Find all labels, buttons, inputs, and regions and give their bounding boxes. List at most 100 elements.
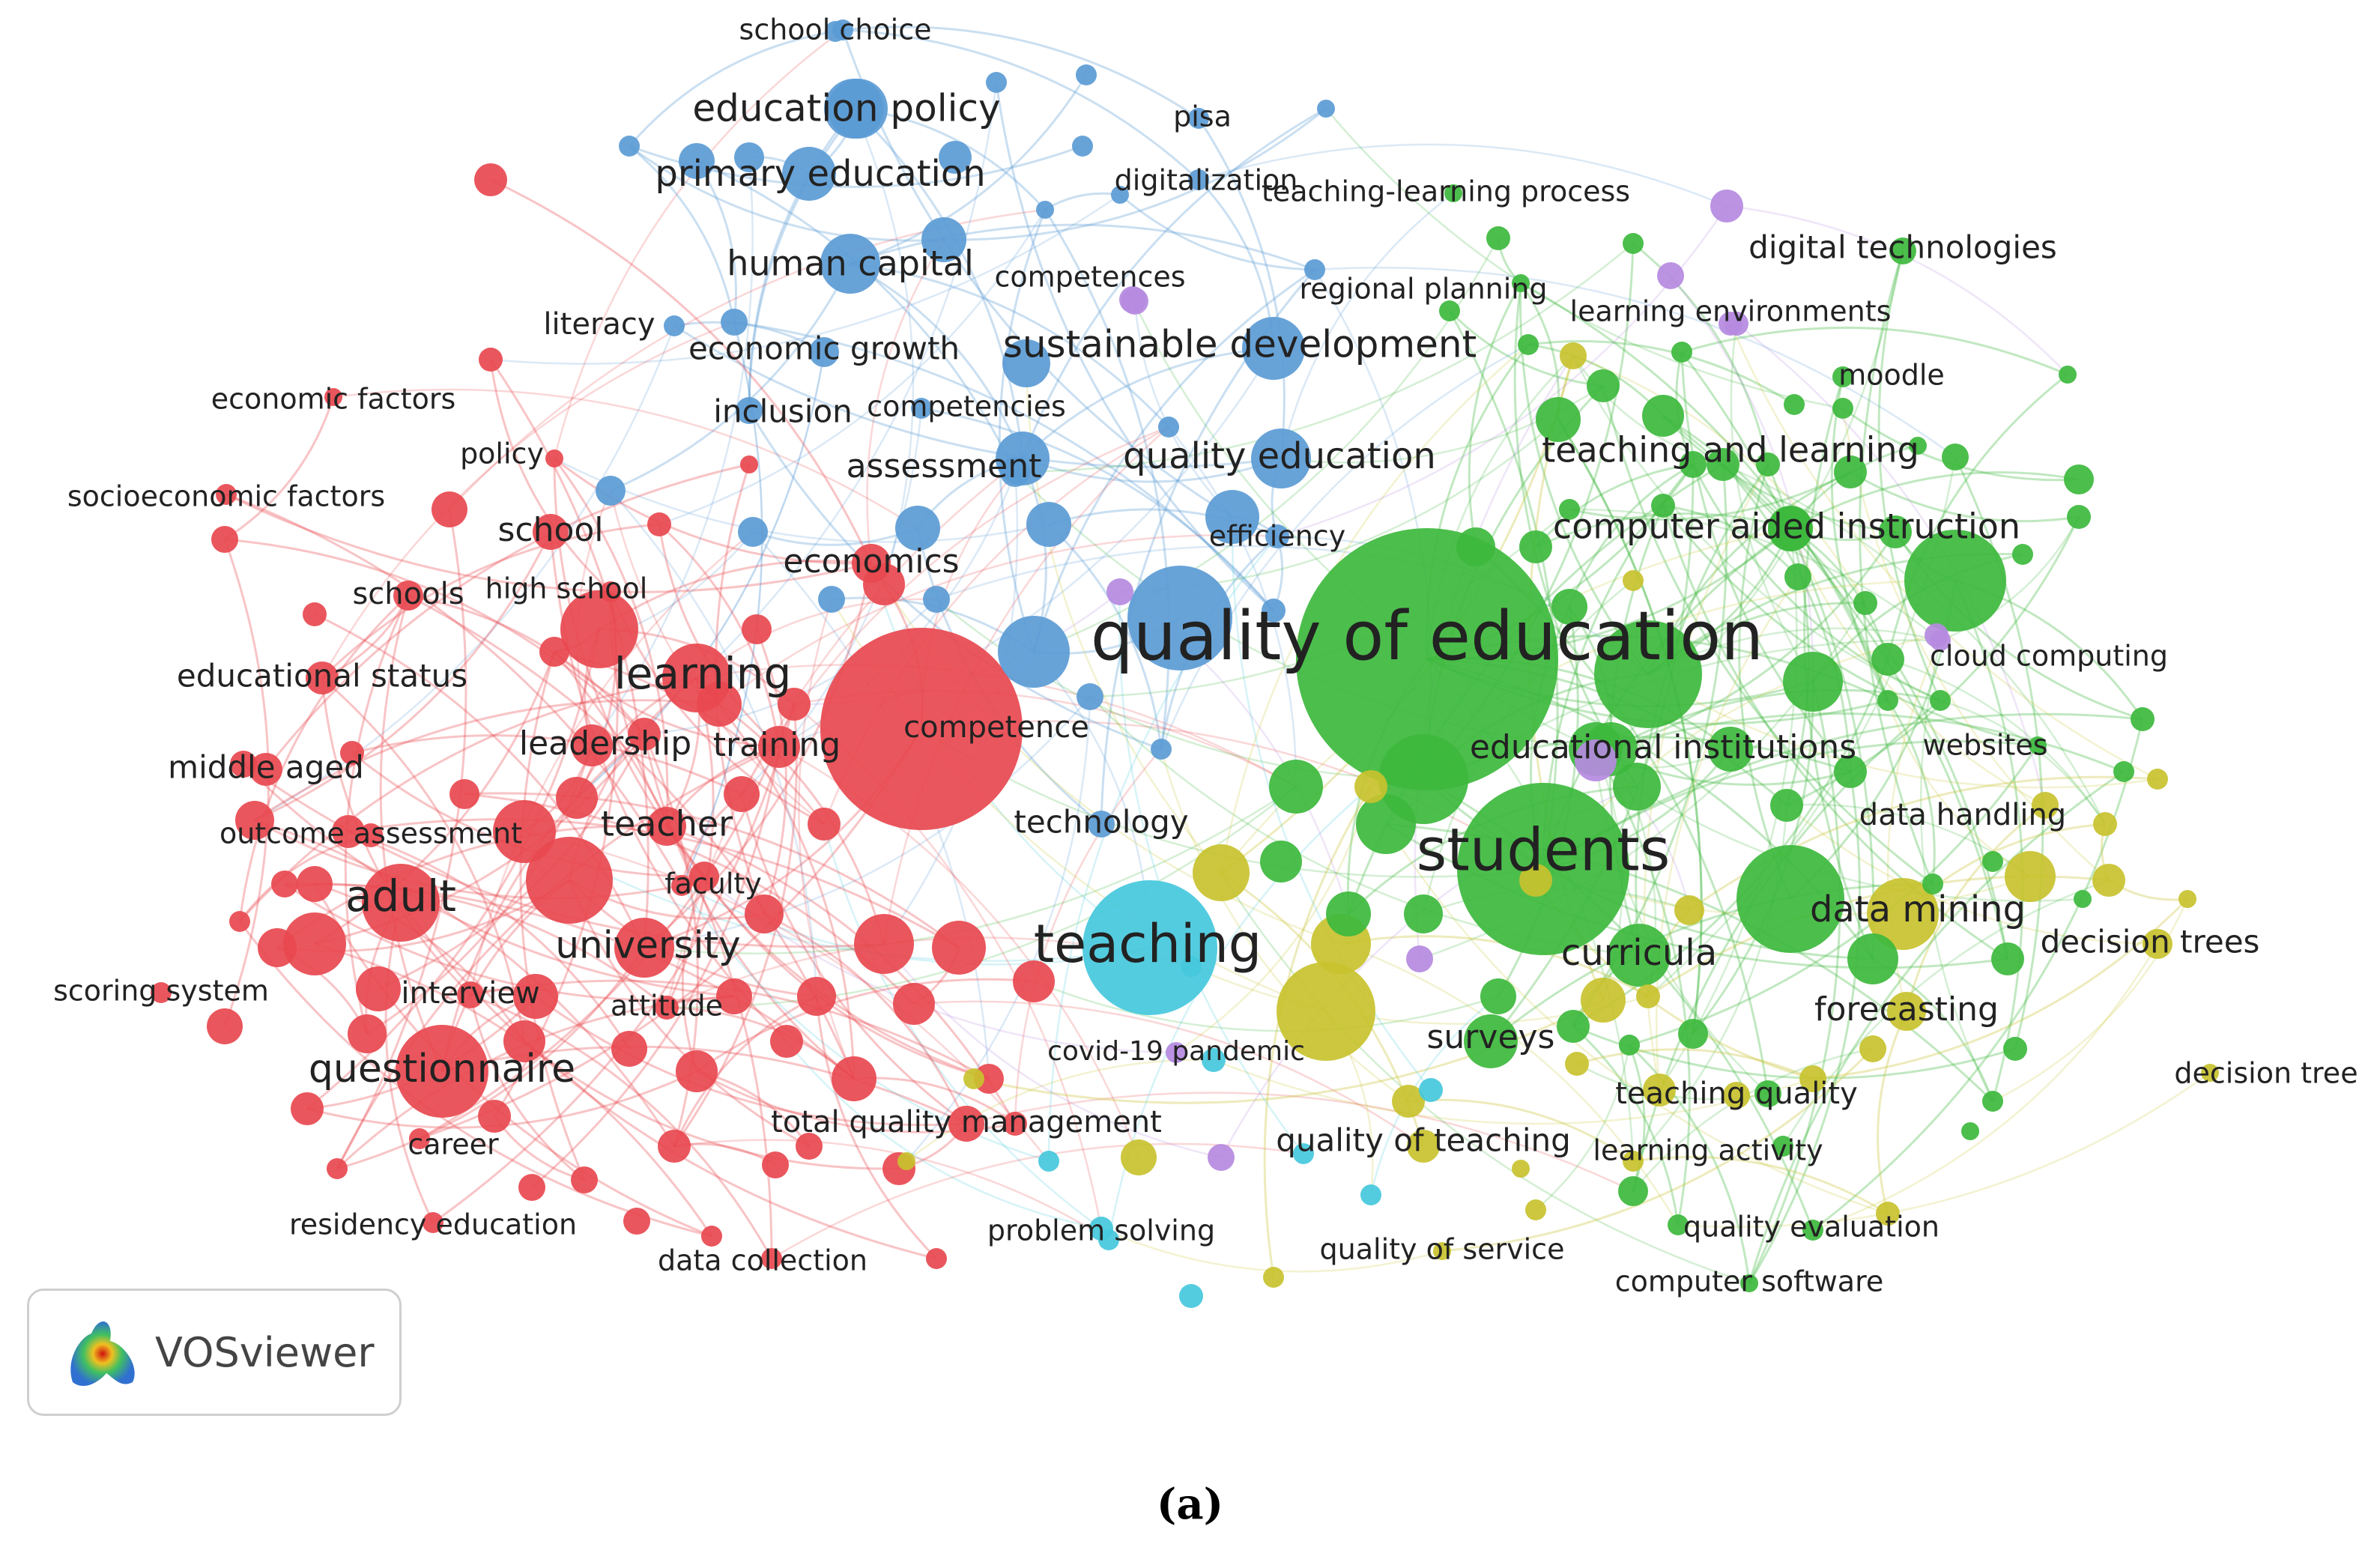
network-node[interactable] [1317, 100, 1335, 118]
node-label[interactable]: policy [460, 438, 544, 470]
network-node[interactable] [393, 581, 423, 611]
network-node[interactable] [539, 637, 569, 667]
node-label[interactable]: data handling [1859, 798, 2066, 832]
network-node[interactable] [306, 662, 339, 694]
network-node[interactable] [1623, 1151, 1644, 1172]
network-node[interactable] [893, 983, 935, 1025]
network-node[interactable] [911, 398, 932, 419]
network-node[interactable] [1076, 64, 1097, 85]
network-node[interactable] [1876, 1202, 1900, 1226]
network-node[interactable] [614, 918, 674, 978]
network-node[interactable] [1106, 578, 1133, 605]
node-label[interactable]: attitude [611, 990, 723, 1023]
network-node[interactable] [229, 911, 250, 932]
network-node[interactable] [1326, 891, 1371, 936]
node-label[interactable]: pisa [1173, 100, 1232, 133]
network-node[interactable] [1121, 1139, 1157, 1175]
network-node[interactable] [679, 143, 715, 179]
network-node[interactable] [852, 544, 891, 583]
network-node[interactable] [1166, 1042, 1187, 1063]
network-node[interactable] [926, 1248, 947, 1269]
node-label[interactable]: faculty [664, 868, 762, 900]
node-label[interactable]: career [408, 1128, 499, 1161]
network-node[interactable] [2029, 736, 2047, 754]
node-label[interactable]: economics [783, 542, 959, 581]
network-node[interactable] [2113, 761, 2134, 782]
node-label[interactable]: economic growth [688, 330, 960, 367]
network-node[interactable] [518, 1174, 545, 1201]
network-node[interactable] [697, 682, 742, 727]
network-node[interactable] [1512, 1160, 1530, 1178]
network-node[interactable] [1360, 1184, 1381, 1205]
network-node[interactable] [1834, 455, 1867, 488]
network-node[interactable] [655, 996, 679, 1020]
network-node[interactable] [1419, 1078, 1443, 1102]
network-node[interactable] [1407, 1130, 1440, 1163]
network-node[interactable] [820, 234, 880, 294]
network-node[interactable] [762, 1151, 789, 1178]
network-node[interactable] [998, 616, 1070, 688]
network-node[interactable] [1127, 566, 1232, 670]
network-node[interactable] [1853, 591, 1877, 615]
network-node[interactable] [1242, 317, 1305, 380]
node-label[interactable]: primary education [655, 153, 985, 195]
network-node[interactable] [1802, 1220, 1823, 1241]
network-node[interactable] [1879, 515, 1912, 548]
network-node[interactable] [2201, 1064, 2219, 1082]
network-node[interactable] [721, 309, 748, 336]
network-node[interactable] [1036, 201, 1054, 219]
network-node[interactable] [1847, 933, 1898, 984]
network-node[interactable] [291, 1092, 324, 1125]
node-label[interactable]: quality of education [1091, 597, 1763, 676]
network-node[interactable] [556, 777, 598, 819]
network-node[interactable] [1565, 1052, 1589, 1076]
network-node[interactable] [303, 602, 327, 626]
network-node[interactable] [1304, 259, 1325, 280]
network-node[interactable] [396, 1025, 488, 1118]
network-node[interactable] [596, 476, 626, 506]
network-node[interactable] [533, 514, 569, 550]
network-node[interactable] [1072, 136, 1093, 157]
node-label[interactable]: teaching [1034, 913, 1262, 975]
network-node[interactable] [1756, 452, 1780, 476]
network-node[interactable] [1768, 506, 1813, 551]
network-node[interactable] [1871, 643, 1904, 676]
node-label[interactable]: computer software [1615, 1265, 1884, 1298]
network-node[interactable] [832, 1056, 876, 1101]
network-node[interactable] [1433, 1242, 1451, 1260]
network-node[interactable] [1982, 851, 2003, 872]
network-node[interactable] [1680, 451, 1707, 478]
network-node[interactable] [1188, 169, 1209, 190]
network-node[interactable] [758, 726, 800, 768]
network-node[interactable] [432, 491, 467, 527]
network-node[interactable] [1930, 630, 1951, 651]
node-label[interactable]: socioeconomic factors [67, 480, 385, 513]
node-label[interactable]: teacher [601, 804, 733, 844]
node-label[interactable]: questionnaire [309, 1047, 575, 1092]
network-node[interactable] [1772, 1136, 1793, 1157]
node-label[interactable]: teaching and learning [1542, 430, 1919, 470]
network-node[interactable] [1707, 448, 1739, 481]
network-node[interactable] [1581, 978, 1626, 1023]
network-node[interactable] [1560, 342, 1587, 369]
network-node[interactable] [327, 1158, 348, 1179]
network-node[interactable] [1013, 960, 1055, 1002]
network-node[interactable] [2092, 864, 2125, 897]
network-node[interactable] [1904, 530, 2006, 632]
network-node[interactable] [1077, 683, 1103, 710]
node-label[interactable]: quality evaluation [1683, 1211, 1940, 1244]
network-node[interactable] [1834, 755, 1867, 788]
network-node[interactable] [1961, 1122, 1979, 1140]
node-label[interactable]: scoring system [53, 975, 269, 1008]
network-node[interactable] [1296, 528, 1558, 790]
network-node[interactable] [761, 1248, 782, 1269]
node-label[interactable]: websites [1922, 729, 2047, 762]
network-node[interactable] [1536, 397, 1581, 442]
network-node[interactable] [1406, 945, 1433, 972]
network-node[interactable] [778, 688, 811, 721]
network-node[interactable] [1518, 334, 1539, 355]
network-node[interactable] [2059, 366, 2077, 384]
network-node[interactable] [1736, 845, 1844, 953]
network-node[interactable] [647, 807, 686, 846]
network-node[interactable] [1651, 494, 1675, 518]
